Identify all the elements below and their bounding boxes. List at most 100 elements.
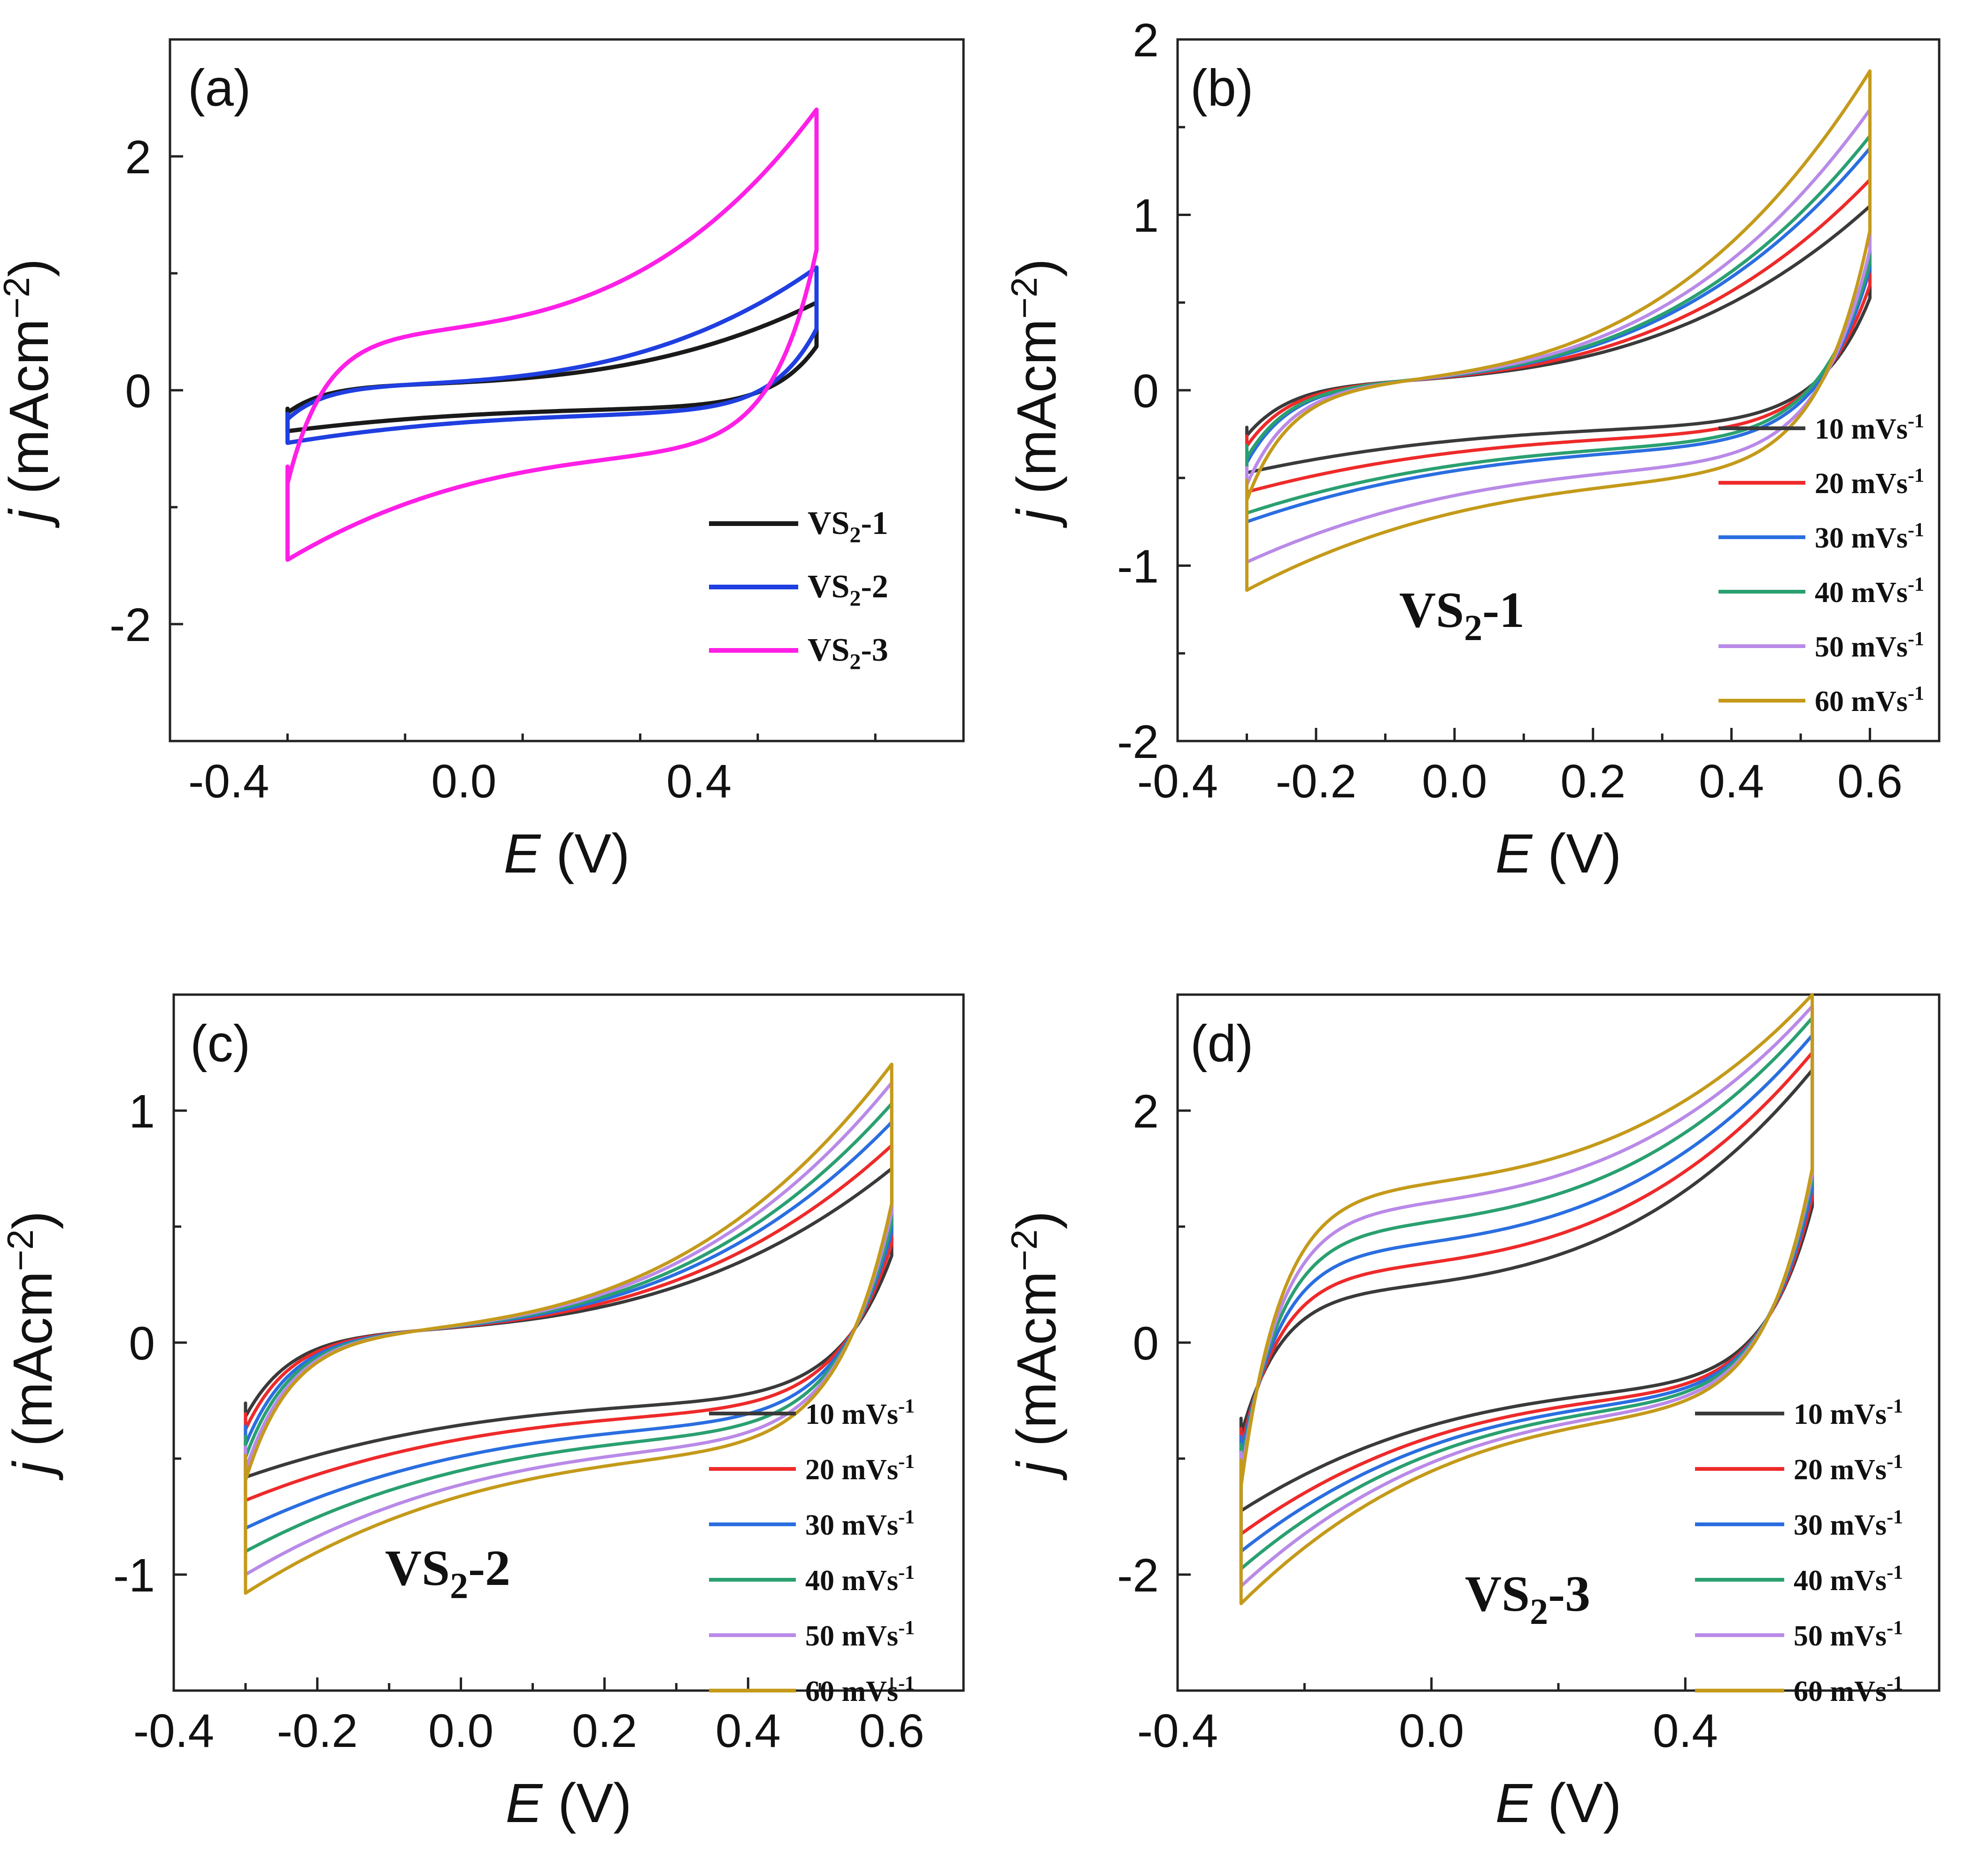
legend-label: 20 mVs-1	[1815, 465, 1924, 500]
x-tick-label: -0.2	[277, 1705, 358, 1757]
cv-curve-VS2-3	[285, 107, 819, 562]
y-tick-label: -2	[1117, 1549, 1159, 1602]
legend-label-rate: 40 mVs	[805, 1565, 898, 1597]
legend-label-exponent: -1	[1887, 1673, 1903, 1694]
cv-curve-50-mVs-1	[244, 1081, 894, 1576]
panel-tag: (a)	[188, 59, 251, 117]
x-axis-label-symbol: E	[506, 1772, 543, 1834]
legend-label-base: VS	[808, 505, 849, 541]
y-tick-label: 0	[129, 1317, 155, 1370]
legend-label: VS2-3	[808, 632, 888, 674]
legend-label-exponent: -1	[1887, 1506, 1903, 1528]
x-tick-label: 0.2	[572, 1705, 637, 1757]
legend-label-subscript: 2	[849, 586, 861, 611]
sample-label-subscript: 2	[1530, 1591, 1548, 1632]
x-tick-label: 0.4	[1699, 755, 1764, 808]
legend-label-rate: 20 mVs	[805, 1454, 898, 1486]
x-tick-label: 0.6	[1837, 755, 1903, 808]
legend-label: 60 mVs-1	[1815, 683, 1924, 718]
x-tick-label: 0.4	[716, 1705, 781, 1757]
x-axis-label-unit: (V)	[540, 823, 630, 885]
legend-label-exponent: -1	[898, 1562, 915, 1584]
y-axis-label-unit: (mAcm	[0, 319, 60, 510]
legend-label-rate: 10 mVs	[805, 1398, 898, 1430]
cv-curve-20-mVs-1	[1239, 1051, 1814, 1536]
cv-curve-60-mVs-1	[1239, 993, 1814, 1606]
legend-label-exponent: -1	[898, 1673, 915, 1694]
legend-label-exponent: -1	[1887, 1562, 1903, 1584]
y-tick-label: 0	[125, 365, 151, 417]
legend-label-rate: 20 mVs	[1794, 1454, 1887, 1486]
x-axis-label-unit: (V)	[1532, 823, 1621, 885]
y-axis-label-close: )	[0, 259, 60, 277]
legend-label-rate: 60 mVs	[1794, 1676, 1887, 1707]
legend-label: 20 mVs-1	[805, 1451, 915, 1486]
y-axis-label-close: )	[2, 1211, 64, 1229]
legend-label-rate: 40 mVs	[1815, 577, 1908, 609]
y-axis-label-symbol: j	[1006, 508, 1068, 528]
cv-curve-10-mVs-1	[244, 1167, 894, 1479]
sample-label: VS2-3	[1465, 1566, 1590, 1632]
y-axis-label: j (mAcm−2)	[0, 1211, 64, 1481]
sample-label: VS2-2	[385, 1540, 510, 1606]
legend-label: 10 mVs-1	[1794, 1396, 1903, 1430]
sample-label-suffix: -2	[468, 1540, 510, 1596]
y-axis-label: j (mAcm−2)	[1003, 259, 1068, 529]
x-tick-label: -0.2	[1276, 755, 1356, 808]
x-tick-label: 0.4	[1653, 1705, 1718, 1757]
y-axis-label-symbol: j	[1006, 1460, 1068, 1481]
cv-curve-30-mVs-1	[1245, 147, 1872, 524]
legend-label-rate: 30 mVs	[1815, 522, 1908, 554]
legend-label: VS2-1	[808, 505, 888, 548]
panel-tag: (c)	[190, 1015, 250, 1073]
x-axis-label-symbol: E	[504, 823, 541, 885]
legend-label-rate: 60 mVs	[1815, 686, 1908, 718]
x-tick-label: 0.2	[1560, 755, 1626, 808]
legend-label: 30 mVs-1	[1815, 519, 1924, 554]
x-tick-label: -0.4	[1137, 1705, 1218, 1757]
legend-label-exponent: -1	[898, 1451, 915, 1473]
legend-label-rate: 10 mVs	[1794, 1398, 1887, 1430]
sample-label: VS2-1	[1399, 582, 1525, 648]
legend-label-rate: 10 mVs	[1815, 413, 1908, 445]
legend-label-exponent: -1	[898, 1396, 915, 1417]
y-axis-label: j (mAcm−2)	[0, 259, 60, 529]
legend-label-exponent: -1	[1908, 410, 1924, 432]
y-tick-label: 2	[1133, 1085, 1159, 1138]
y-axis-label-exponent: −2	[0, 1229, 41, 1271]
cv-curve-VS2-1	[285, 300, 819, 433]
x-axis-label-unit: (V)	[1532, 1772, 1621, 1834]
x-axis-label-unit: (V)	[542, 1772, 632, 1834]
legend-label-rate: 20 mVs	[1815, 468, 1908, 500]
x-tick-label: 0.0	[428, 1705, 493, 1757]
legend-label-subscript: 2	[849, 523, 861, 548]
y-tick-label: 1	[129, 1085, 155, 1138]
sample-label-base: VS	[385, 1540, 450, 1596]
x-axis-label: E (V)	[506, 1772, 632, 1834]
cv-curve-20-mVs-1	[1245, 178, 1872, 494]
legend-label-rate: 30 mVs	[805, 1509, 898, 1541]
legend-label: 50 mVs-1	[805, 1617, 915, 1652]
y-axis-label-exponent: −2	[0, 277, 37, 319]
legend-label-exponent: -1	[1908, 628, 1924, 650]
legend-label: VS2-2	[808, 569, 888, 611]
legend-label-rate: 40 mVs	[1794, 1565, 1887, 1597]
panel-b: -0.4 -0.2 0.0 0.2 0.4 0.6 -2 -1 0 1 2 E (V) j (mAcm−…	[1003, 14, 1941, 885]
legend-label: 10 mVs-1	[1815, 410, 1924, 445]
cv-curve-50-mVs-1	[1239, 1004, 1814, 1588]
y-axis-label-symbol: j	[0, 508, 60, 528]
legend-label-rate: 50 mVs	[1815, 631, 1908, 663]
legend-label-exponent: -1	[898, 1506, 915, 1528]
y-tick-label: -2	[109, 599, 151, 651]
legend-label-exponent: -1	[1887, 1451, 1903, 1473]
x-tick-label: 0.0	[1422, 755, 1487, 808]
x-axis-label: E (V)	[504, 823, 630, 885]
sample-label-suffix: -3	[1548, 1566, 1590, 1622]
legend-label-exponent: -1	[1908, 519, 1924, 541]
legend-label-rate: 60 mVs	[805, 1676, 898, 1707]
legend-label-exponent: -1	[1887, 1617, 1903, 1639]
legend-label: 50 mVs-1	[1794, 1617, 1903, 1652]
y-tick-label: 2	[1133, 14, 1159, 67]
legend-label-base: VS	[808, 632, 849, 668]
